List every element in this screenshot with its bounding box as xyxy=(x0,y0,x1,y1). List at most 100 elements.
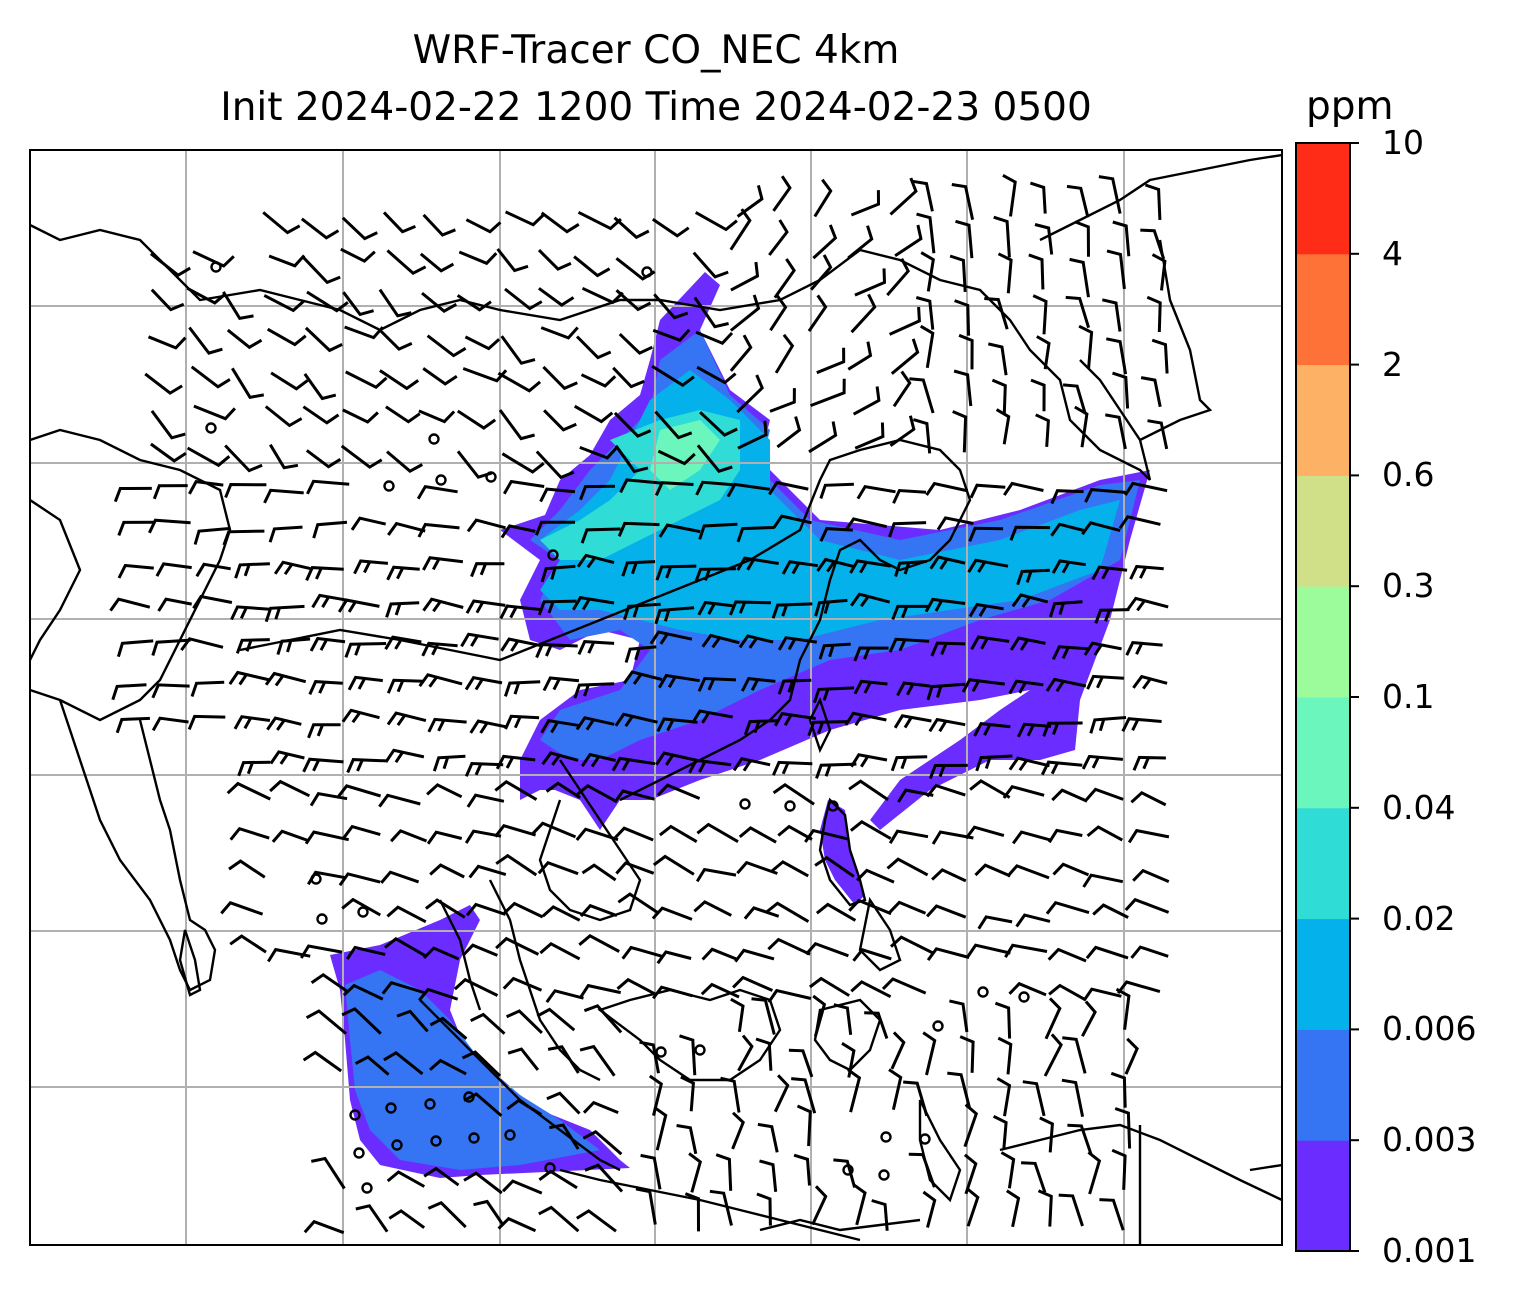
wind-barb xyxy=(386,249,427,276)
wind-barb xyxy=(776,416,802,449)
wind-barb xyxy=(615,257,656,281)
wind-barb xyxy=(613,216,650,240)
calm-wind-marker xyxy=(205,422,217,434)
wind-barb xyxy=(655,564,697,581)
wind-barb xyxy=(696,822,739,843)
wind-barb xyxy=(1129,564,1164,580)
wind-barb xyxy=(736,860,778,875)
calm-wind-marker xyxy=(504,1129,516,1141)
wind-barb xyxy=(614,712,658,728)
wind-barb xyxy=(844,517,888,532)
wind-barb xyxy=(1124,1037,1139,1075)
wind-barb xyxy=(729,334,753,372)
colorbar-segment xyxy=(1296,1140,1350,1252)
wind-barb xyxy=(547,1045,580,1074)
wind-barb xyxy=(573,255,611,278)
wind-barb xyxy=(379,369,420,391)
wind-barb xyxy=(268,254,306,268)
colorbar-tick-label: 4 xyxy=(1382,233,1403,273)
wind-barb xyxy=(195,562,231,578)
wind-barb xyxy=(306,290,349,313)
wind-barb xyxy=(1081,521,1121,536)
wind-barb xyxy=(506,1098,543,1116)
wind-barb xyxy=(193,404,237,421)
wind-barb xyxy=(955,219,974,259)
wind-barb xyxy=(495,754,536,770)
wind-barb xyxy=(1016,722,1052,738)
wind-barb xyxy=(849,819,892,840)
wind-barb xyxy=(697,676,737,692)
wind-barb xyxy=(458,250,498,266)
wind-barb xyxy=(500,335,536,365)
wind-barb xyxy=(1144,183,1162,220)
wind-barb xyxy=(617,521,660,537)
wind-barb xyxy=(656,783,701,800)
wind-barb xyxy=(497,371,542,393)
wind-barb xyxy=(890,755,928,772)
wind-barb xyxy=(345,945,386,960)
colorbar-segment xyxy=(1296,253,1350,366)
wind-barb xyxy=(501,452,545,474)
wind-barb xyxy=(772,782,815,806)
colorbar-segment xyxy=(1296,697,1350,809)
wind-barb xyxy=(466,518,506,533)
wind-barb xyxy=(757,1122,779,1153)
wind-barb xyxy=(1140,228,1166,260)
wind-barb xyxy=(833,1003,853,1035)
wind-barb xyxy=(461,1050,502,1077)
calm-wind-marker xyxy=(391,1139,403,1151)
wind-barb xyxy=(419,252,455,273)
wind-barb xyxy=(470,562,505,578)
wind-barb xyxy=(756,1192,772,1226)
wind-barb xyxy=(1125,641,1163,656)
wind-barb xyxy=(1086,674,1124,690)
wind-barb xyxy=(819,482,854,499)
wind-barb xyxy=(894,224,923,258)
wind-barb xyxy=(772,760,813,776)
wind-barb xyxy=(698,522,738,540)
wind-barb xyxy=(815,902,857,922)
wind-barb xyxy=(930,641,966,657)
wind-barb xyxy=(386,565,420,581)
wind-barb xyxy=(1040,760,1083,776)
wind-barb xyxy=(891,604,928,621)
wind-barb xyxy=(1078,324,1094,369)
calm-wind-marker xyxy=(932,1020,944,1032)
wind-barb xyxy=(888,900,927,915)
wind-barb xyxy=(871,1199,889,1231)
wind-barb xyxy=(813,178,833,218)
wind-barb xyxy=(537,860,579,876)
wind-barb xyxy=(970,635,1010,650)
wind-barb xyxy=(273,560,311,576)
wind-barb xyxy=(346,758,387,774)
wind-barb xyxy=(1116,980,1161,995)
wind-barb xyxy=(384,635,422,650)
wind-barb xyxy=(502,479,545,495)
wind-barb xyxy=(1082,987,1122,1002)
wind-barb xyxy=(385,601,420,618)
wind-barb xyxy=(186,446,231,468)
wind-barb xyxy=(267,947,311,963)
calm-wind-marker xyxy=(435,474,447,486)
wind-barb xyxy=(695,867,737,883)
calm-wind-marker xyxy=(424,1098,436,1110)
wind-barb xyxy=(1004,943,1048,958)
colorbar-unit-label: ppm xyxy=(1306,84,1394,129)
calm-wind-marker xyxy=(827,800,839,812)
wind-barb xyxy=(456,294,492,312)
wind-barb xyxy=(958,333,974,370)
wind-barb xyxy=(810,254,833,291)
wind-barb xyxy=(892,488,927,504)
wind-barb xyxy=(649,630,693,645)
wind-barb xyxy=(542,365,578,391)
wind-barb xyxy=(715,1153,733,1191)
wind-barb xyxy=(619,478,662,494)
wind-barb xyxy=(819,527,853,542)
wind-barb xyxy=(1011,593,1049,608)
wind-barb xyxy=(815,762,857,779)
wind-barb xyxy=(504,714,540,730)
wind-barb xyxy=(1045,900,1090,915)
wind-barb xyxy=(388,1209,426,1229)
wind-barb xyxy=(1002,173,1017,217)
wind-barb xyxy=(1124,897,1170,914)
